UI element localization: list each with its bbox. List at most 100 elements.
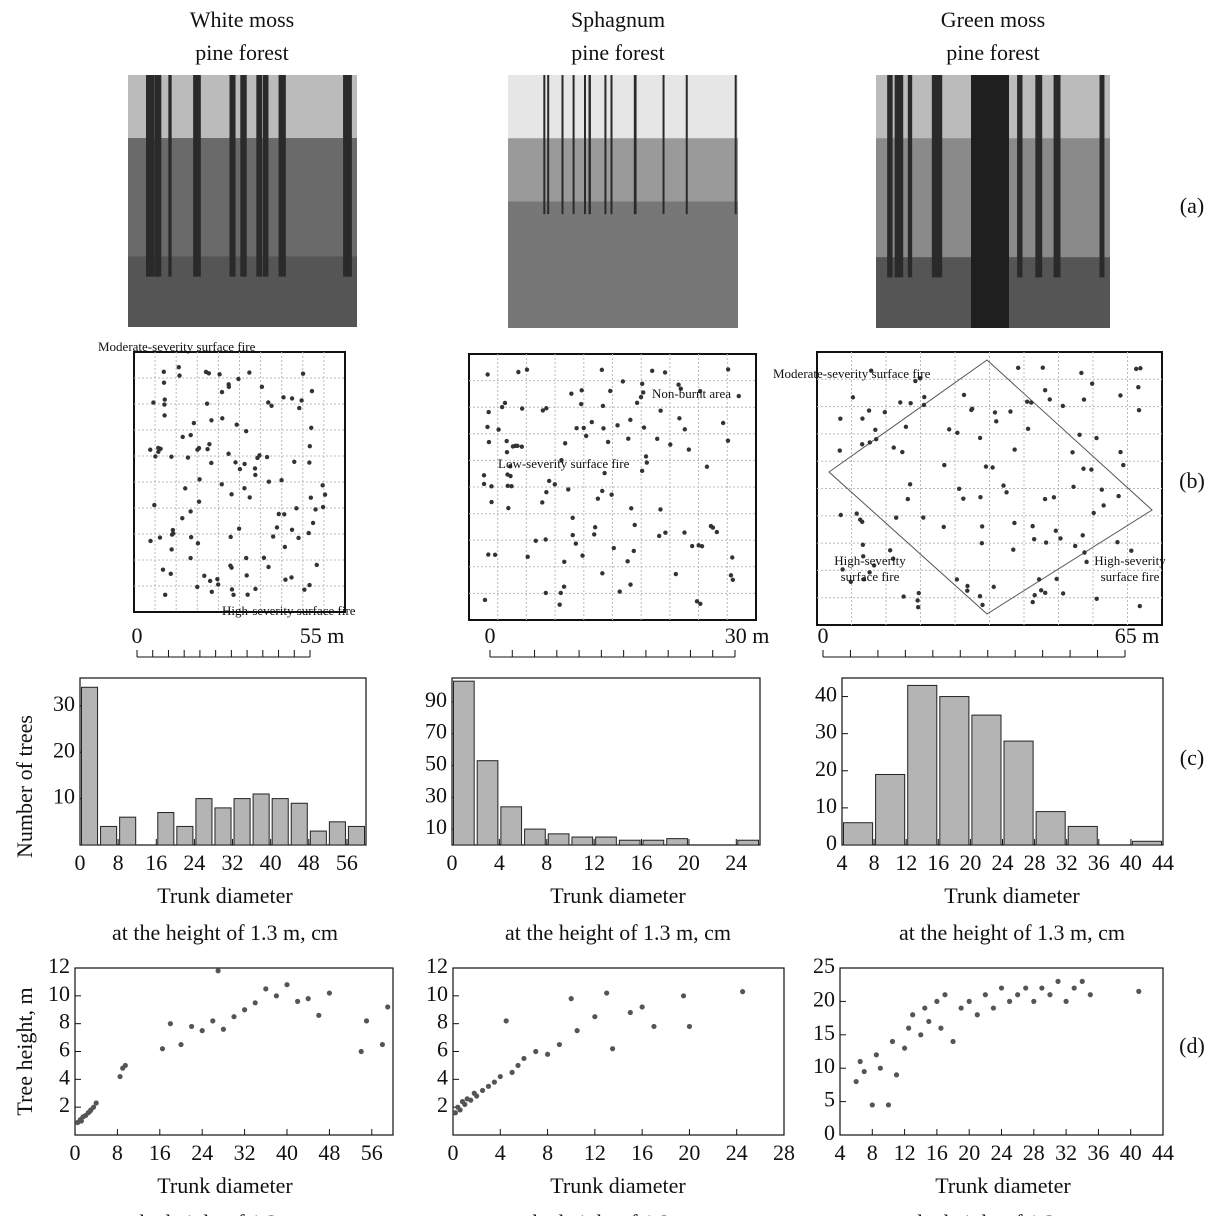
x-tick-label: 32 bbox=[222, 850, 244, 875]
map-tree bbox=[979, 540, 985, 546]
scatter-point bbox=[295, 998, 301, 1005]
map-tree bbox=[169, 547, 174, 552]
histogram-bar bbox=[571, 836, 594, 846]
map-tree bbox=[289, 575, 294, 580]
map-tree bbox=[504, 450, 510, 455]
scatter-point bbox=[893, 1072, 900, 1078]
histogram-bar bbox=[595, 836, 617, 846]
map-tree bbox=[322, 492, 328, 497]
panel-label: (c) bbox=[1180, 745, 1204, 770]
y-tick-label: 6 bbox=[437, 1037, 448, 1062]
map-tree bbox=[266, 400, 271, 405]
map-tree bbox=[994, 419, 999, 424]
scatter-point bbox=[853, 1078, 859, 1085]
map-tree bbox=[1116, 493, 1121, 499]
tree-trunk bbox=[685, 75, 688, 215]
map-annotation: High-severity surface fire bbox=[222, 603, 356, 618]
map-tree bbox=[506, 505, 511, 511]
map-tree bbox=[279, 477, 284, 483]
map-tree bbox=[170, 527, 176, 533]
map-tree bbox=[525, 554, 530, 560]
x-tick-label: 36 bbox=[1088, 850, 1110, 875]
map-tree bbox=[259, 384, 265, 390]
histogram-bar bbox=[252, 793, 270, 846]
map-tree bbox=[1081, 466, 1086, 471]
x-tick-label: 20 bbox=[678, 1140, 700, 1165]
map-tree bbox=[639, 468, 645, 474]
map-tree bbox=[1051, 495, 1057, 500]
map-tree bbox=[252, 466, 258, 471]
map-tree bbox=[217, 372, 222, 377]
map-tree bbox=[632, 522, 637, 528]
map-tree bbox=[1032, 593, 1037, 598]
scatter-point bbox=[680, 993, 687, 999]
map-tree bbox=[1084, 559, 1089, 565]
histogram-bar bbox=[1131, 840, 1163, 846]
map-tree bbox=[162, 402, 167, 407]
scatter-point bbox=[263, 986, 269, 992]
map-tree bbox=[678, 386, 684, 391]
map-tree bbox=[867, 440, 872, 445]
scale-label: 30 m bbox=[725, 623, 770, 648]
map-tree bbox=[257, 453, 262, 458]
map-tree bbox=[1029, 400, 1034, 405]
map-tree bbox=[698, 601, 703, 606]
map-tree bbox=[908, 400, 913, 406]
scatter-point bbox=[468, 1097, 474, 1103]
map-tree bbox=[540, 500, 545, 505]
histogram-bar bbox=[843, 822, 874, 846]
tree-trunk bbox=[931, 75, 941, 278]
y-tick-label: 40 bbox=[815, 682, 837, 707]
map-tree bbox=[1137, 603, 1142, 609]
map-tree bbox=[1043, 590, 1048, 596]
map-tree bbox=[890, 556, 896, 561]
plot-frame bbox=[74, 967, 394, 1136]
scatter-point bbox=[873, 1052, 879, 1058]
plot-outline bbox=[828, 359, 1153, 615]
panel-label: (d) bbox=[1179, 1033, 1205, 1058]
tree-trunk bbox=[242, 75, 247, 277]
map-tree bbox=[152, 502, 157, 508]
x-tick-label: 40 bbox=[260, 850, 282, 875]
map-tree bbox=[656, 533, 662, 539]
tree-trunk bbox=[543, 75, 546, 215]
map-tree bbox=[868, 368, 874, 373]
scatter-point bbox=[284, 982, 290, 988]
scatter-point bbox=[497, 1073, 503, 1080]
map-tree bbox=[579, 388, 584, 393]
map-tree bbox=[704, 464, 710, 469]
map-tree bbox=[544, 489, 549, 495]
map-tree bbox=[965, 583, 970, 589]
tree-trunk bbox=[547, 75, 550, 215]
map-tree bbox=[481, 473, 487, 478]
map-tree bbox=[873, 436, 879, 442]
map-tree bbox=[728, 573, 734, 578]
y-tick-label: 90 bbox=[425, 687, 447, 712]
scatter-point bbox=[1015, 992, 1021, 998]
map-tree bbox=[725, 438, 731, 443]
map-tree bbox=[570, 532, 575, 538]
y-tick-label: 4 bbox=[59, 1064, 70, 1089]
map-tree bbox=[1089, 381, 1095, 386]
x-tick-label: 0 bbox=[447, 850, 458, 875]
y-tick-label: 20 bbox=[815, 756, 837, 781]
scatter-point bbox=[902, 1045, 908, 1051]
map-tree bbox=[492, 552, 498, 558]
map-tree bbox=[860, 542, 866, 547]
y-tick-label: 2 bbox=[59, 1092, 70, 1117]
map-tree bbox=[638, 394, 644, 400]
scatter-point bbox=[922, 1005, 928, 1011]
scatter-point bbox=[885, 1102, 892, 1108]
histogram-bar bbox=[642, 839, 665, 846]
map-tree bbox=[219, 482, 224, 487]
scatter-point bbox=[452, 1110, 458, 1116]
map-tree bbox=[294, 506, 299, 511]
map-tree bbox=[233, 460, 238, 465]
x-axis-label: at the height of 1.3 m, cm bbox=[505, 920, 731, 945]
map-tree bbox=[676, 382, 681, 387]
map-tree bbox=[954, 577, 960, 582]
map-tree bbox=[641, 425, 647, 430]
scatter-point bbox=[457, 1107, 463, 1113]
scatter-point bbox=[938, 1025, 944, 1031]
map-tree bbox=[580, 553, 585, 558]
